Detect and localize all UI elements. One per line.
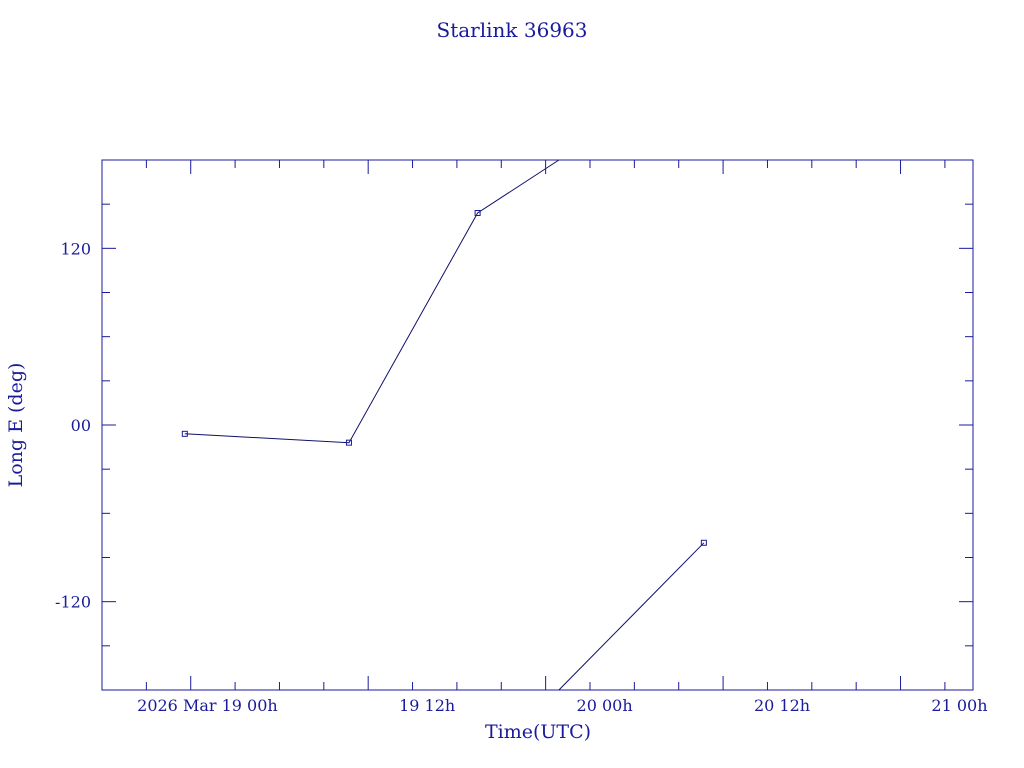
data-point: [474, 210, 481, 216]
x-tick-labels: 2026 Mar 19 00h 19 12h 20 00h 20 12h 21 00h: [137, 696, 987, 715]
data-point: [181, 430, 188, 437]
y-axis-label: Long E (deg): [5, 363, 27, 488]
chart-title: Starlink 36963: [437, 18, 588, 42]
y-tick-label: 120: [60, 239, 91, 258]
axis-ticks: [102, 160, 973, 690]
x-tick-label: 20 12h: [754, 696, 810, 715]
data-point: [345, 439, 352, 446]
x-tick-label: 20 00h: [577, 696, 633, 715]
series-line-segment: [558, 542, 705, 691]
data-point: [700, 539, 707, 546]
x-tick-label: 2026 Mar 19 00h: [137, 696, 278, 715]
y-tick-label: 00: [71, 416, 91, 435]
y-tick-labels: 120 00 -120: [55, 239, 91, 611]
x-axis-label: Time(UTC): [485, 721, 591, 743]
x-tick-label: 21 00h: [931, 696, 987, 715]
series-line-segment: [184, 159, 560, 444]
x-tick-label: 19 12h: [399, 696, 455, 715]
plot-frame: [101, 159, 974, 691]
series-group: [181, 159, 707, 691]
y-tick-label: -120: [55, 593, 91, 612]
